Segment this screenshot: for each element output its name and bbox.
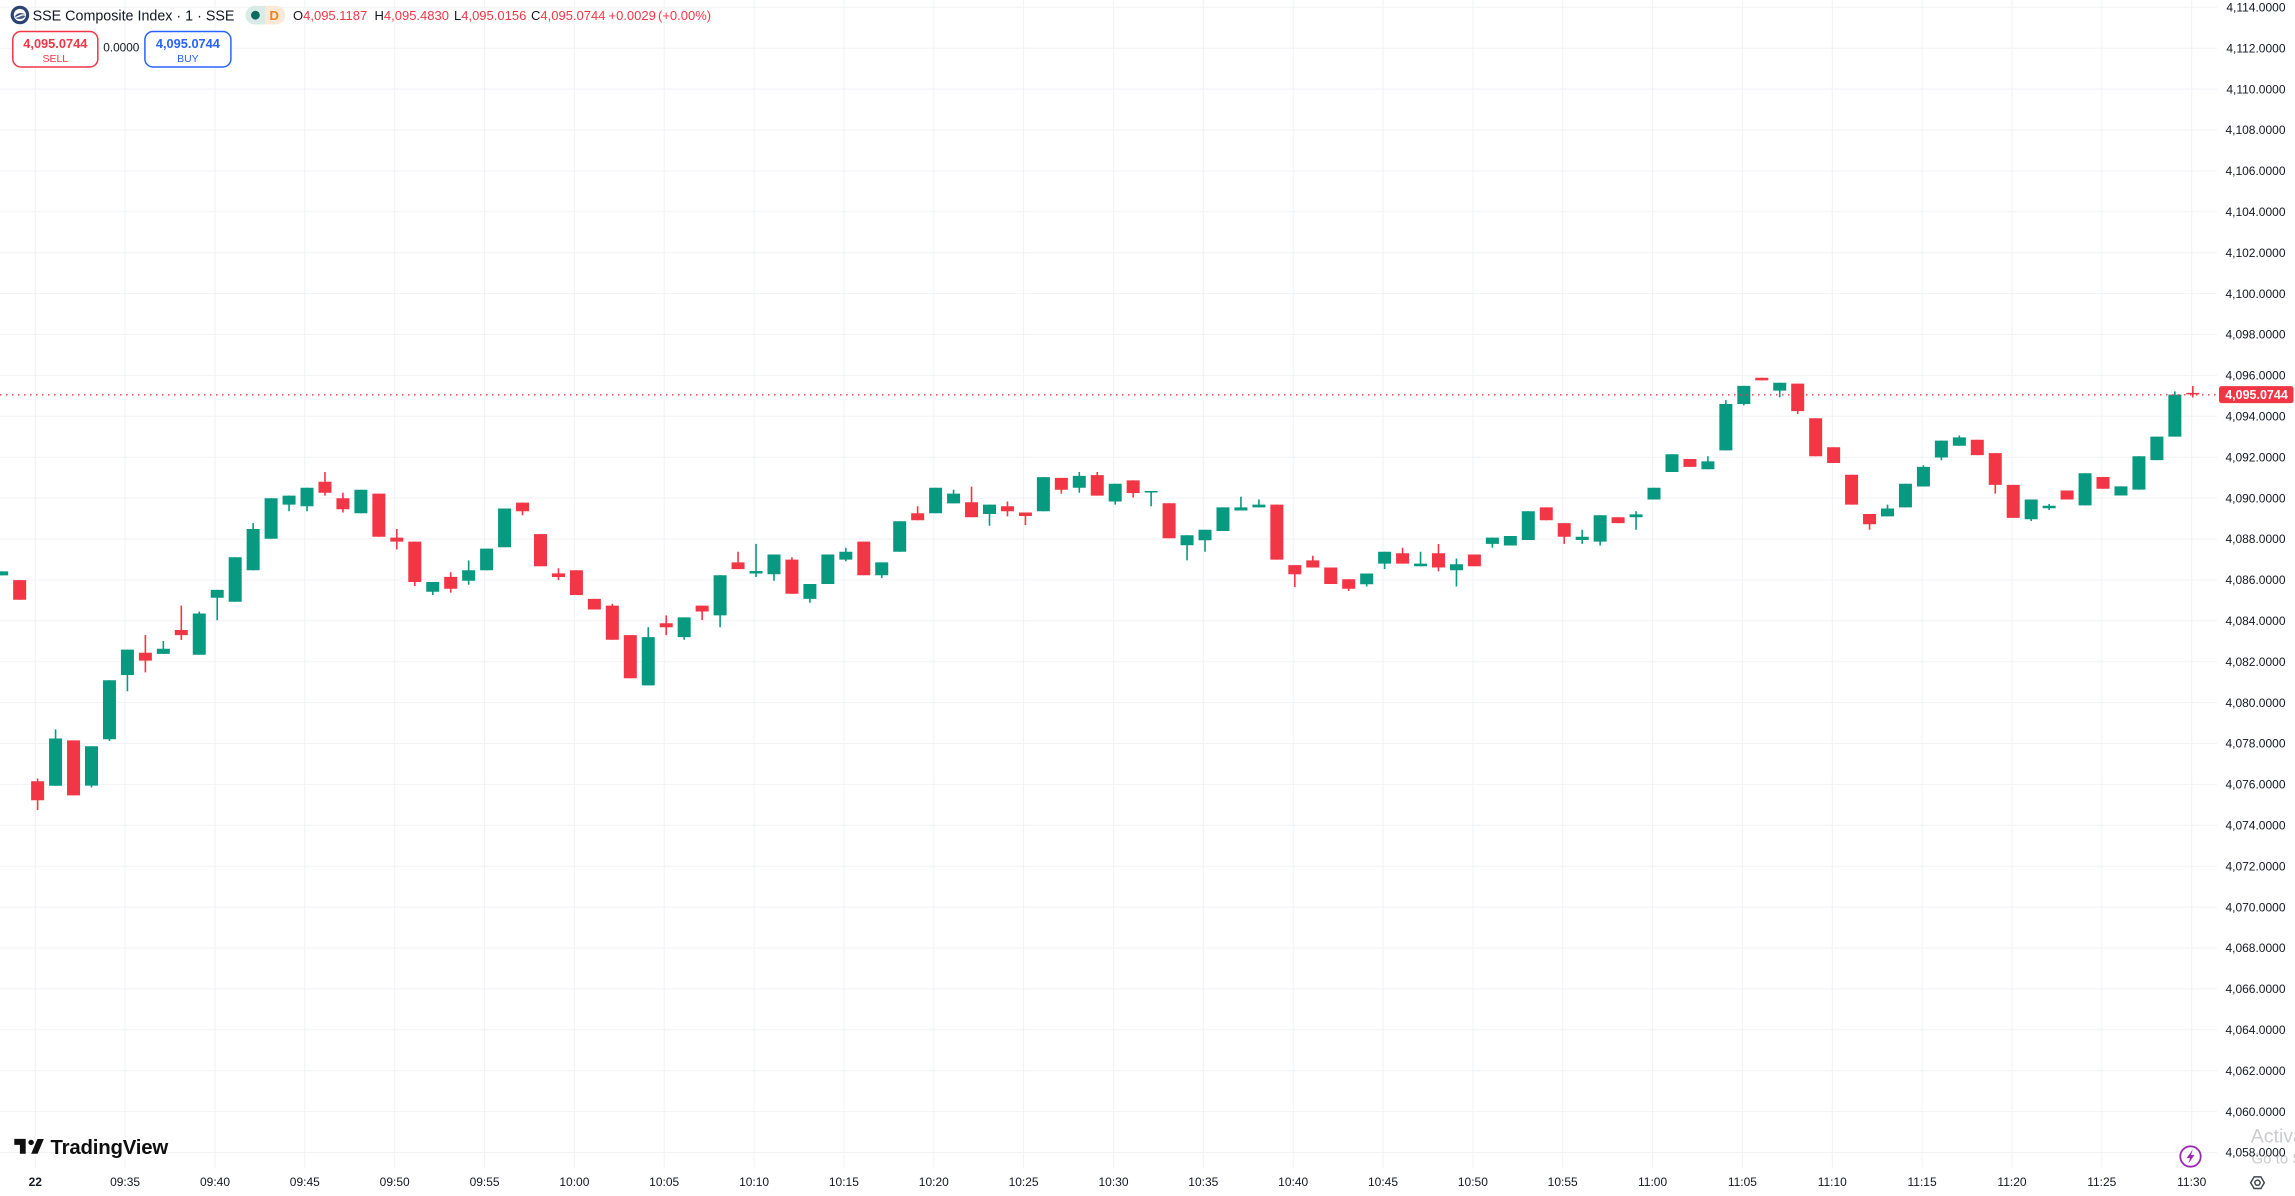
svg-text:09:45: 09:45 — [290, 1175, 320, 1189]
svg-text:22: 22 — [29, 1175, 43, 1189]
svg-text:4,098.0000: 4,098.0000 — [2225, 328, 2285, 342]
svg-text:4,112.0000: 4,112.0000 — [2226, 41, 2285, 55]
svg-text:11:00: 11:00 — [1638, 1175, 1667, 1189]
svg-text:4,076.0000: 4,076.0000 — [2225, 778, 2285, 792]
svg-text:4,066.0000: 4,066.0000 — [2225, 982, 2285, 996]
svg-text:10:50: 10:50 — [1458, 1175, 1488, 1189]
svg-text:11:15: 11:15 — [1908, 1175, 1937, 1189]
svg-text:(+0.00%): (+0.00%) — [658, 8, 711, 23]
svg-text:H4,095.4830: H4,095.4830 — [375, 8, 449, 23]
svg-text:4,074.0000: 4,074.0000 — [2225, 819, 2285, 833]
svg-text:4,104.0000: 4,104.0000 — [2225, 205, 2285, 219]
svg-text:10:00: 10:00 — [559, 1175, 589, 1189]
svg-text:4,058.0000: 4,058.0000 — [2225, 1146, 2285, 1160]
svg-text:09:55: 09:55 — [470, 1175, 500, 1189]
svg-text:4,062.0000: 4,062.0000 — [2225, 1064, 2285, 1078]
svg-text:11:25: 11:25 — [2087, 1175, 2116, 1189]
svg-text:4,102.0000: 4,102.0000 — [2225, 246, 2285, 260]
svg-text:4,108.0000: 4,108.0000 — [2225, 123, 2285, 137]
svg-text:4,095.0744: 4,095.0744 — [2225, 388, 2288, 402]
svg-text:4,110.0000: 4,110.0000 — [2226, 82, 2285, 96]
svg-text:10:30: 10:30 — [1098, 1175, 1128, 1189]
svg-text:4,095.0744: 4,095.0744 — [156, 36, 221, 51]
svg-text:4,114.0000: 4,114.0000 — [2226, 1, 2285, 15]
svg-text:4,086.0000: 4,086.0000 — [2225, 573, 2285, 587]
svg-text:10:35: 10:35 — [1188, 1175, 1218, 1189]
svg-text:O4,095.1187: O4,095.1187 — [293, 8, 367, 23]
svg-text:10:55: 10:55 — [1548, 1175, 1578, 1189]
svg-text:0.0000: 0.0000 — [103, 41, 140, 55]
svg-text:4,095.0744: 4,095.0744 — [23, 36, 88, 51]
svg-text:+0.0029: +0.0029 — [609, 8, 656, 23]
svg-text:10:20: 10:20 — [919, 1175, 949, 1189]
svg-text:11:20: 11:20 — [1997, 1175, 2026, 1189]
svg-text:4,096.0000: 4,096.0000 — [2225, 369, 2285, 383]
svg-text:4,088.0000: 4,088.0000 — [2225, 532, 2285, 546]
svg-text:4,106.0000: 4,106.0000 — [2225, 164, 2285, 178]
svg-text:4,094.0000: 4,094.0000 — [2225, 410, 2285, 424]
svg-text:4,090.0000: 4,090.0000 — [2225, 491, 2285, 505]
svg-text:10:05: 10:05 — [649, 1175, 679, 1189]
svg-text:11:10: 11:10 — [1818, 1175, 1847, 1189]
svg-text:09:35: 09:35 — [110, 1175, 140, 1189]
svg-text:4,072.0000: 4,072.0000 — [2225, 859, 2285, 873]
svg-text:4,092.0000: 4,092.0000 — [2225, 450, 2285, 464]
svg-text:4,080.0000: 4,080.0000 — [2225, 696, 2285, 710]
svg-text:SSE Composite Index · 1 · SSE: SSE Composite Index · 1 · SSE — [33, 8, 235, 24]
svg-text:4,100.0000: 4,100.0000 — [2225, 287, 2285, 301]
svg-text:4,068.0000: 4,068.0000 — [2225, 941, 2285, 955]
svg-text:09:50: 09:50 — [380, 1175, 410, 1189]
svg-text:SELL: SELL — [42, 53, 68, 65]
svg-text:L4,095.0156: L4,095.0156 — [454, 8, 526, 23]
svg-text:10:10: 10:10 — [739, 1175, 769, 1189]
svg-text:D: D — [270, 8, 279, 23]
svg-text:BUY: BUY — [177, 53, 199, 65]
svg-text:10:15: 10:15 — [829, 1175, 859, 1189]
svg-text:4,070.0000: 4,070.0000 — [2225, 900, 2285, 914]
svg-text:10:25: 10:25 — [1009, 1175, 1039, 1189]
svg-text:11:30: 11:30 — [2177, 1175, 2206, 1189]
svg-text:4,060.0000: 4,060.0000 — [2225, 1105, 2285, 1119]
svg-text:4,084.0000: 4,084.0000 — [2225, 614, 2285, 628]
svg-text:11:05: 11:05 — [1728, 1175, 1757, 1189]
svg-text:09:40: 09:40 — [200, 1175, 230, 1189]
svg-text:TradingView: TradingView — [51, 1137, 169, 1159]
svg-text:4,082.0000: 4,082.0000 — [2225, 655, 2285, 669]
svg-text:10:40: 10:40 — [1278, 1175, 1308, 1189]
svg-text:Activate Win: Activate Win — [2251, 1126, 2295, 1148]
svg-text:Go to Settin: Go to Settin — [2252, 1151, 2295, 1168]
svg-text:4,078.0000: 4,078.0000 — [2225, 737, 2285, 751]
svg-text:10:45: 10:45 — [1368, 1175, 1398, 1189]
svg-text:C4,095.0744: C4,095.0744 — [531, 8, 605, 23]
svg-text:4,064.0000: 4,064.0000 — [2225, 1023, 2285, 1037]
